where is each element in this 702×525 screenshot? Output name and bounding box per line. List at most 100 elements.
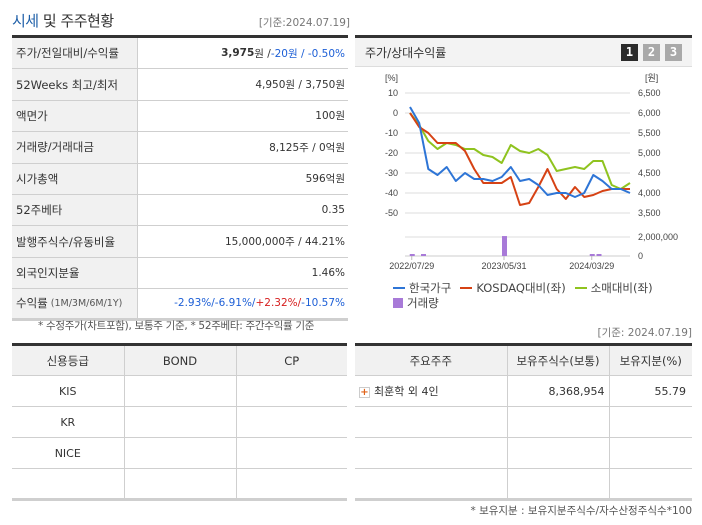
- table-row: 시가총액 596억원: [12, 163, 348, 195]
- credit-rating-table: 신용등급 BOND CP KIS KR NICE: [12, 343, 347, 501]
- table-row: [355, 406, 692, 438]
- agency-cell: [12, 468, 124, 501]
- row-label: 시가총액: [12, 163, 138, 194]
- chart-tabs: 1 2 3: [621, 43, 682, 61]
- agency-cell: KR: [12, 406, 124, 438]
- chart-tab-1[interactable]: 1: [621, 43, 638, 61]
- table-row: 액면가 100원: [12, 100, 348, 133]
- svg-text:2023/05/31: 2023/05/31: [481, 261, 526, 271]
- chart-tab-2[interactable]: 2: [643, 43, 660, 61]
- row-label: 주가/전일대비/수익률: [12, 38, 138, 69]
- table-header-row: 신용등급 BOND CP: [12, 344, 347, 376]
- svg-text:2,000,000: 2,000,000: [638, 232, 678, 242]
- expand-plus-icon[interactable]: +: [359, 386, 370, 398]
- cp-cell: [235, 468, 347, 501]
- row-label: 수익률 (1M/3M/6M/1Y): [12, 289, 138, 318]
- shares-cell: 8,368,954: [506, 375, 609, 407]
- shares-cell: [506, 437, 609, 469]
- row-label: 액면가: [12, 100, 138, 132]
- svg-text:0: 0: [638, 251, 643, 261]
- svg-text:4,000: 4,000: [638, 188, 661, 198]
- chart-header: 주가/상대수익률 1 2 3: [355, 38, 692, 67]
- svg-text:6,000: 6,000: [638, 108, 661, 118]
- as-of-date: [기준:2024.07.19]: [258, 17, 350, 29]
- table-row: 주가/전일대비/수익률 3,975 원 / -20원 / -0.50%: [12, 38, 348, 70]
- agency-cell: KIS: [12, 375, 124, 407]
- chart-tab-3[interactable]: 3: [665, 43, 682, 61]
- row-label: 거래량/거래대금: [12, 132, 138, 163]
- table-row: 수익률 (1M/3M/6M/1Y) -2.93%/ -6.91%/ +2.32%/…: [12, 289, 348, 321]
- table-row: [355, 468, 692, 501]
- table-row: NICE: [12, 437, 347, 469]
- legend-item: 소매대비(좌): [574, 281, 653, 296]
- chart-legend: 한국가구 KOSDAQ대비(좌) 소매대비(좌) 거래량: [393, 278, 693, 312]
- table-row: KR: [12, 406, 347, 438]
- svg-text:5,000: 5,000: [638, 148, 661, 158]
- cp-cell: [235, 437, 347, 469]
- svg-text:0: 0: [393, 108, 398, 118]
- chart-panel: 주가/상대수익률 1 2 3 [%] [원] 10 6,500 0 6,000 -10 5,5…: [355, 35, 692, 311]
- table-row: [355, 437, 692, 469]
- market-footnote: * 수정주가(차트포함), 보통주 기준, * 52주베타: 주간수익률 기준: [38, 320, 315, 332]
- returns-value: -2.93%/ -6.91%/ +2.32%/ -10.57%: [174, 297, 345, 310]
- row-label: 52Weeks 최고/최저: [12, 69, 138, 100]
- pct-cell: [608, 437, 692, 469]
- column-header: BOND: [123, 344, 236, 376]
- column-header: 신용등급: [12, 344, 124, 376]
- svg-text:5,500: 5,500: [638, 128, 661, 138]
- legend-line-icon: [460, 287, 473, 289]
- pct-cell: 55.79: [608, 375, 692, 407]
- svg-text:2022/07/29: 2022/07/29: [389, 261, 434, 271]
- row-value: 0.35: [321, 204, 345, 217]
- bond-cell: [123, 375, 236, 407]
- price-chart: [%] [원] 10 6,500 0 6,000 -10 5,500 -20 5,000 -30 4,…: [385, 73, 678, 271]
- row-label: 발행주식수/유동비율: [12, 226, 138, 257]
- holder-name-cell: [355, 437, 507, 469]
- row-value: 596억원: [305, 173, 345, 186]
- table-header-row: 주요주주 보유주식수(보통) 보유지분(%): [355, 344, 692, 376]
- holder-name-cell: [355, 468, 507, 501]
- svg-text:-30: -30: [385, 168, 398, 178]
- svg-text:[%]: [%]: [385, 73, 398, 83]
- cp-cell: [235, 406, 347, 438]
- holders-as-of-date: [기준: 2024.07.19]: [597, 327, 692, 339]
- shares-cell: [506, 406, 609, 438]
- table-row: 발행주식수/유동비율 15,000,000주 / 44.21%: [12, 226, 348, 258]
- row-label: 52주베타: [12, 194, 138, 226]
- legend-item: 한국가구: [393, 281, 451, 296]
- holder-name-cell[interactable]: + 최훈학 외 4인: [355, 375, 507, 407]
- bond-cell: [123, 468, 236, 501]
- table-row: 거래량/거래대금 8,125주 / 0억원: [12, 132, 348, 164]
- section-title: 시세 및 주주현황: [12, 12, 114, 30]
- row-value: 100원: [315, 110, 345, 123]
- row-value: 1.46%: [311, 266, 345, 279]
- pct-cell: [608, 406, 692, 438]
- legend-square-icon: [393, 298, 403, 308]
- holders-footnote: * 보유지분 : 보유지분주식수/자수산정주식수*100: [470, 505, 692, 517]
- column-header: 보유주식수(보통): [506, 344, 609, 376]
- row-value: 8,125주 / 0억원: [269, 141, 345, 154]
- holder-name-cell: [355, 406, 507, 438]
- table-row: 외국인지분율 1.46%: [12, 257, 348, 290]
- market-info-table: 주가/전일대비/수익률 3,975 원 / -20원 / -0.50% 52Wee…: [12, 35, 348, 321]
- svg-text:-40: -40: [385, 188, 398, 198]
- bond-cell: [123, 437, 236, 469]
- agency-cell: NICE: [12, 437, 124, 469]
- svg-text:3,500: 3,500: [638, 208, 661, 218]
- table-row: 52주베타 0.35: [12, 194, 348, 227]
- row-value: 3,975 원 / -20원 / -0.50%: [221, 47, 345, 60]
- legend-item: 거래량: [393, 296, 439, 311]
- svg-text:-50: -50: [385, 208, 398, 218]
- svg-text:4,500: 4,500: [638, 168, 661, 178]
- table-row: KIS: [12, 375, 347, 407]
- svg-text:-10: -10: [385, 128, 398, 138]
- column-header: 보유지분(%): [608, 344, 692, 376]
- column-header: CP: [235, 344, 347, 376]
- svg-text:2024/03/29: 2024/03/29: [569, 261, 614, 271]
- legend-line-icon: [393, 287, 405, 289]
- column-header: 주요주주: [355, 344, 507, 376]
- row-label: 외국인지분율: [12, 257, 138, 289]
- svg-text:10: 10: [388, 88, 398, 98]
- table-row: 52Weeks 최고/최저 4,950원 / 3,750원: [12, 69, 348, 101]
- svg-text:-20: -20: [385, 148, 398, 158]
